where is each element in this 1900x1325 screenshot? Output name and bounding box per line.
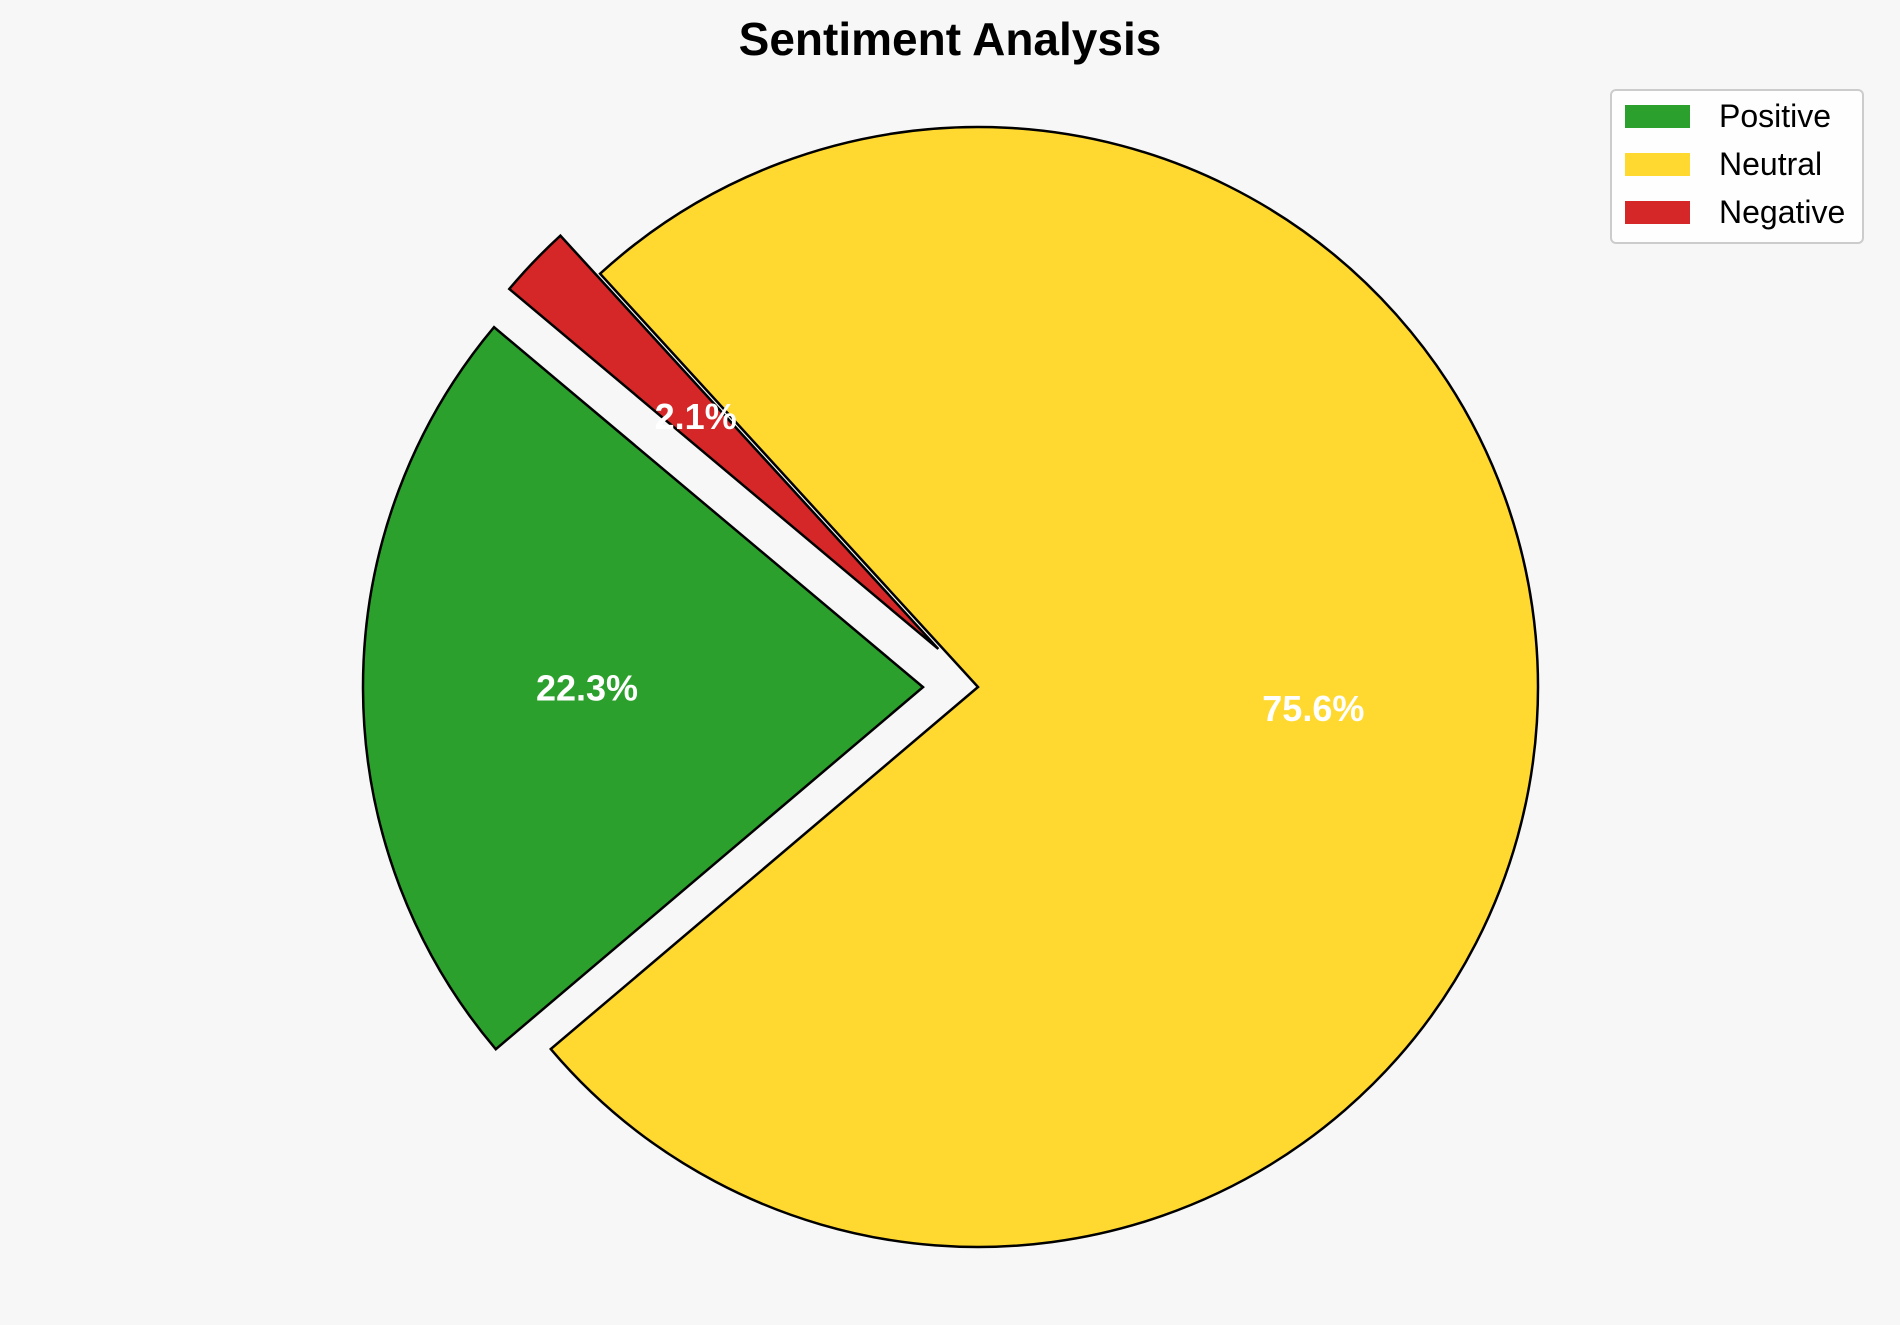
legend-label-neutral: Neutral — [1719, 146, 1822, 182]
slice-label-neutral: 75.6% — [1262, 688, 1364, 729]
pie-slices — [361, 125, 1540, 1249]
legend-label-positive: Positive — [1719, 98, 1831, 134]
legend: Positive Neutral Negative — [1610, 89, 1864, 244]
legend-swatch-positive — [1625, 105, 1690, 128]
pie-slice-positive — [361, 325, 925, 1051]
pie-slice-neutral — [549, 125, 1540, 1249]
legend-swatch-negative — [1625, 201, 1690, 224]
slice-label-positive: 22.3% — [536, 667, 638, 708]
pie-slice-negative — [507, 233, 940, 650]
pie-slice-labels: 22.3% 75.6% 2.1% — [536, 396, 1364, 729]
slice-label-negative: 2.1% — [655, 396, 737, 437]
legend-swatch-neutral — [1625, 153, 1690, 176]
legend-label-negative: Negative — [1719, 194, 1845, 230]
chart-title: Sentiment Analysis — [739, 13, 1162, 65]
